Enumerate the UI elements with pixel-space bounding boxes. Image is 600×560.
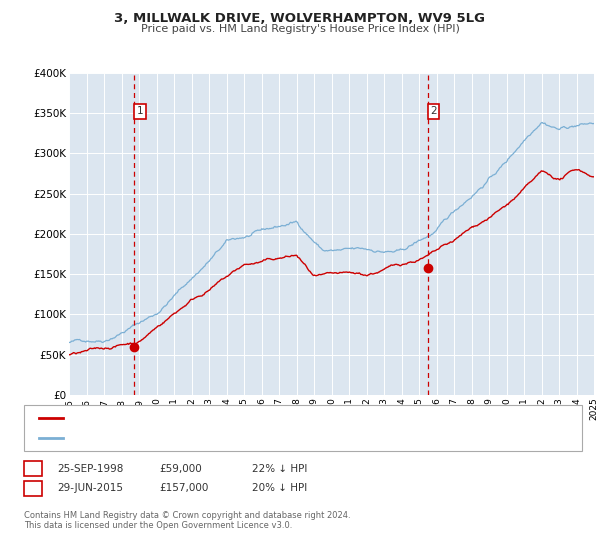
- Text: 22% ↓ HPI: 22% ↓ HPI: [252, 464, 307, 474]
- Text: Contains HM Land Registry data © Crown copyright and database right 2024.
This d: Contains HM Land Registry data © Crown c…: [24, 511, 350, 530]
- Text: 2: 2: [430, 106, 437, 116]
- Text: £59,000: £59,000: [159, 464, 202, 474]
- Text: 3, MILLWALK DRIVE, WOLVERHAMPTON, WV9 5LG (detached house): 3, MILLWALK DRIVE, WOLVERHAMPTON, WV9 5L…: [66, 413, 398, 423]
- Text: 29-JUN-2015: 29-JUN-2015: [57, 483, 123, 493]
- Text: 25-SEP-1998: 25-SEP-1998: [57, 464, 124, 474]
- Text: 3, MILLWALK DRIVE, WOLVERHAMPTON, WV9 5LG: 3, MILLWALK DRIVE, WOLVERHAMPTON, WV9 5L…: [115, 12, 485, 25]
- Text: Price paid vs. HM Land Registry's House Price Index (HPI): Price paid vs. HM Land Registry's House …: [140, 24, 460, 34]
- Text: HPI: Average price, detached house, Wolverhampton: HPI: Average price, detached house, Wolv…: [66, 433, 324, 443]
- Text: £157,000: £157,000: [159, 483, 208, 493]
- Text: 2: 2: [29, 483, 37, 493]
- Text: 1: 1: [29, 464, 37, 474]
- Text: 20% ↓ HPI: 20% ↓ HPI: [252, 483, 307, 493]
- Text: 1: 1: [137, 106, 143, 116]
